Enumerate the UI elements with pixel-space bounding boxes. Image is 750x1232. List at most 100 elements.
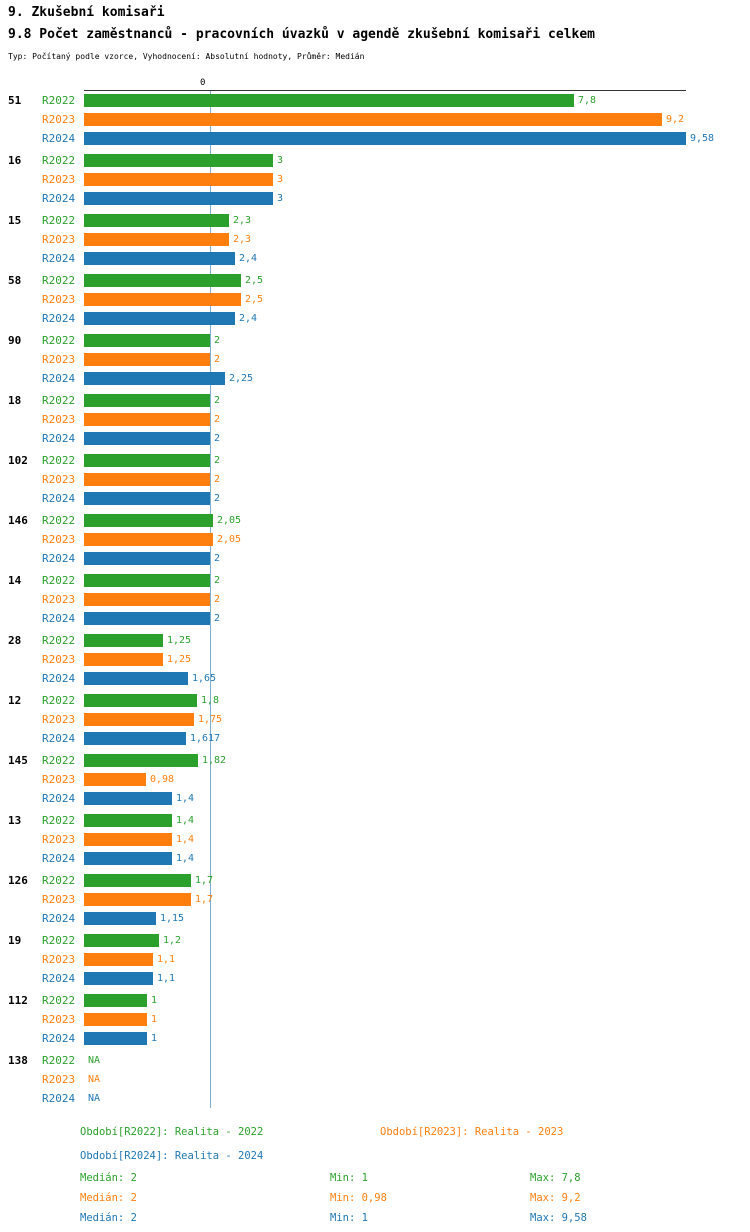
bar-value-label: 2 bbox=[214, 354, 221, 365]
bar-value-label: 2,4 bbox=[239, 253, 258, 264]
bar-group: 126 R2022 1,7 R2023 1,7 R2024 1,15 bbox=[0, 871, 750, 928]
bar-value-label: 1,1 bbox=[157, 954, 176, 965]
bar-row: R2023 NA bbox=[0, 1070, 750, 1089]
chart-type-line: Typ: Počítaný podle vzorce, Vyhodnocení:… bbox=[8, 52, 365, 61]
bar-row: R2022 1,8 bbox=[0, 691, 750, 710]
bar-row: R2023 1,7 bbox=[0, 890, 750, 909]
bar-group: 18 R2022 2 R2023 2 R2024 2 bbox=[0, 391, 750, 448]
series-row-label: R2024 bbox=[42, 552, 76, 565]
stat-max-r2024: Max: 9,58 bbox=[530, 1212, 587, 1224]
bar bbox=[84, 773, 146, 786]
bar bbox=[84, 972, 153, 985]
bar-row: R2024 2 bbox=[0, 609, 750, 628]
bar-row: R2023 1,75 bbox=[0, 710, 750, 729]
bar bbox=[84, 492, 210, 505]
bar bbox=[84, 214, 229, 227]
bar-row: R2022 2,5 bbox=[0, 271, 750, 290]
bar-value-label: NA bbox=[88, 1093, 101, 1104]
series-row-label: R2024 bbox=[42, 732, 76, 745]
bar bbox=[84, 514, 213, 527]
bar-row: R2022 1,2 bbox=[0, 931, 750, 950]
legend-item-r2024: Období[R2024]: Realita - 2024 bbox=[80, 1150, 264, 1162]
axis-origin-label: 0 bbox=[200, 78, 206, 88]
group-label: 112 bbox=[8, 994, 28, 1007]
group-label: 12 bbox=[8, 694, 22, 707]
series-row-label: R2022 bbox=[42, 754, 76, 767]
stat-max-r2023: Max: 9,2 bbox=[530, 1192, 581, 1204]
bar bbox=[84, 1032, 147, 1045]
bar-row: R2022 1 bbox=[0, 991, 750, 1010]
bar bbox=[84, 792, 172, 805]
bar-groups: 51 R2022 7,8 R2023 9,2 R2024 9,58 16 R2022 3 R2023… bbox=[0, 91, 750, 1111]
bar-row: R2024 2 bbox=[0, 549, 750, 568]
series-row-label: R2022 bbox=[42, 634, 76, 647]
series-row-label: R2023 bbox=[42, 173, 76, 186]
bar bbox=[84, 953, 153, 966]
bar-group: 12 R2022 1,8 R2023 1,75 R2024 1,617 bbox=[0, 691, 750, 748]
bar-row: R2022 1,4 bbox=[0, 811, 750, 830]
bar bbox=[84, 713, 194, 726]
bar bbox=[84, 754, 198, 767]
bar-value-label: 0,98 bbox=[150, 774, 175, 785]
group-label: 146 bbox=[8, 514, 28, 527]
bar bbox=[84, 994, 147, 1007]
bar bbox=[84, 173, 273, 186]
bar bbox=[84, 94, 574, 107]
series-row-label: R2022 bbox=[42, 514, 76, 527]
stat-median-r2024: Medián: 2 bbox=[80, 1212, 137, 1224]
series-row-label: R2023 bbox=[42, 773, 76, 786]
bar-value-label: 2 bbox=[214, 594, 221, 605]
series-row-label: R2024 bbox=[42, 252, 76, 265]
series-row-label: R2022 bbox=[42, 814, 76, 827]
bar-value-label: 3 bbox=[277, 174, 284, 185]
group-label: 51 bbox=[8, 94, 22, 107]
series-row-label: R2024 bbox=[42, 372, 76, 385]
series-row-label: R2022 bbox=[42, 874, 76, 887]
bar-value-label: 2,3 bbox=[233, 215, 252, 226]
bar-group: 13 R2022 1,4 R2023 1,4 R2024 1,4 bbox=[0, 811, 750, 868]
bar-row: R2022 3 bbox=[0, 151, 750, 170]
bar bbox=[84, 833, 172, 846]
bar bbox=[84, 432, 210, 445]
bar-value-label: 1,1 bbox=[157, 973, 176, 984]
series-row-label: R2022 bbox=[42, 454, 76, 467]
bar-value-label: 1 bbox=[151, 1014, 158, 1025]
bar-value-label: 2 bbox=[214, 335, 221, 346]
bar-row: R2024 1,15 bbox=[0, 909, 750, 928]
bar bbox=[84, 634, 163, 647]
bar-row: R2023 2 bbox=[0, 590, 750, 609]
bar-row: R2024 1,65 bbox=[0, 669, 750, 688]
series-row-label: R2024 bbox=[42, 792, 76, 805]
bar-group: 15 R2022 2,3 R2023 2,3 R2024 2,4 bbox=[0, 211, 750, 268]
page-title: 9. Zkušební komisaři bbox=[8, 5, 165, 20]
series-row-label: R2024 bbox=[42, 972, 76, 985]
bar bbox=[84, 612, 210, 625]
bar-row: R2022 2 bbox=[0, 451, 750, 470]
bar-row: R2024 2,25 bbox=[0, 369, 750, 388]
bar-row: R2023 2 bbox=[0, 410, 750, 429]
bar-value-label: 1,75 bbox=[198, 714, 223, 725]
bar-value-label: 2 bbox=[214, 433, 221, 444]
bar bbox=[84, 694, 197, 707]
bar-value-label: 2,4 bbox=[239, 313, 258, 324]
bar bbox=[84, 274, 241, 287]
bar bbox=[84, 132, 686, 145]
series-row-label: R2023 bbox=[42, 353, 76, 366]
bar-value-label: 1,7 bbox=[195, 875, 214, 886]
bar-row: R2023 1,25 bbox=[0, 650, 750, 669]
bar-row: R2024 2 bbox=[0, 489, 750, 508]
bar bbox=[84, 154, 273, 167]
bar-value-label: 2 bbox=[214, 553, 221, 564]
bar bbox=[84, 233, 229, 246]
bar-row: R2022 1,7 bbox=[0, 871, 750, 890]
bar bbox=[84, 312, 235, 325]
bar-row: R2023 1 bbox=[0, 1010, 750, 1029]
chart-subtitle: 9.8 Počet zaměstnanců - pracovních úvazk… bbox=[8, 27, 595, 42]
series-row-label: R2024 bbox=[42, 1032, 76, 1045]
bar-value-label: 2,25 bbox=[229, 373, 254, 384]
bar-group: 145 R2022 1,82 R2023 0,98 R2024 1,4 bbox=[0, 751, 750, 808]
series-row-label: R2024 bbox=[42, 852, 76, 865]
bar-value-label: 1,82 bbox=[202, 755, 227, 766]
series-row-label: R2024 bbox=[42, 912, 76, 925]
group-label: 102 bbox=[8, 454, 28, 467]
